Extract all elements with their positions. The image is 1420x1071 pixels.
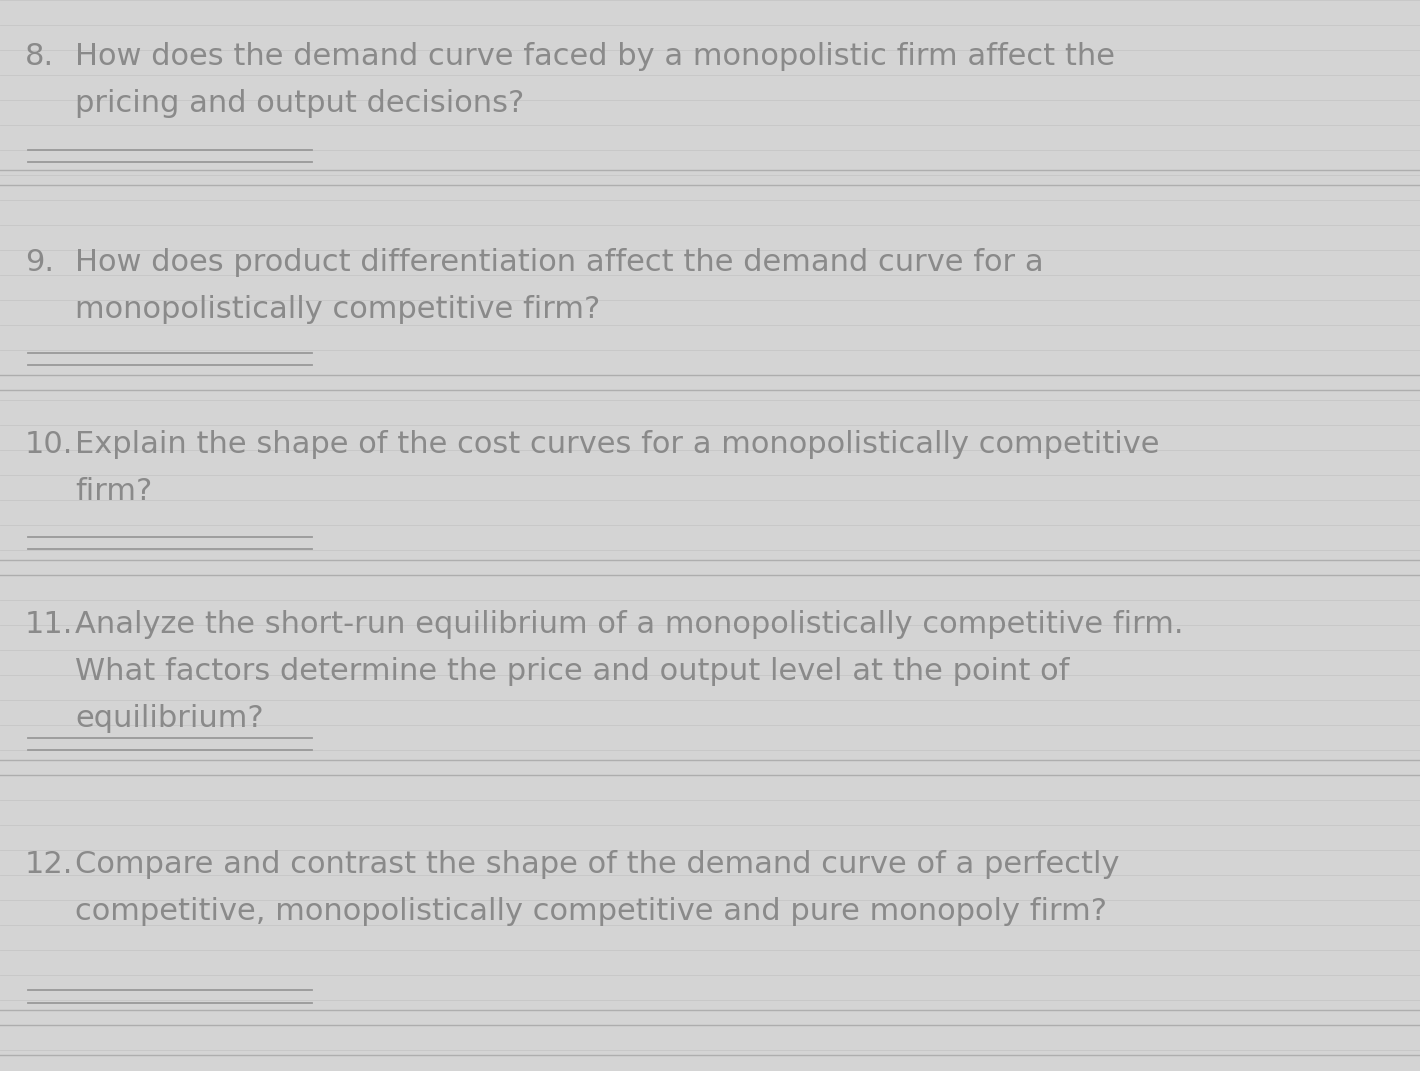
- Text: 12.: 12.: [26, 850, 74, 879]
- Text: monopolistically competitive firm?: monopolistically competitive firm?: [75, 295, 601, 325]
- Text: Analyze the short-run equilibrium of a monopolistically competitive firm.: Analyze the short-run equilibrium of a m…: [75, 610, 1183, 639]
- Text: firm?: firm?: [75, 477, 152, 506]
- Text: How does product differentiation affect the demand curve for a: How does product differentiation affect …: [75, 248, 1044, 277]
- Text: 11.: 11.: [26, 610, 74, 639]
- Text: 10.: 10.: [26, 429, 74, 459]
- Text: Explain the shape of the cost curves for a monopolistically competitive: Explain the shape of the cost curves for…: [75, 429, 1160, 459]
- Text: competitive, monopolistically competitive and pure monopoly firm?: competitive, monopolistically competitiv…: [75, 897, 1108, 926]
- Text: What factors determine the price and output level at the point of: What factors determine the price and out…: [75, 657, 1069, 687]
- Text: Compare and contrast the shape of the demand curve of a perfectly: Compare and contrast the shape of the de…: [75, 850, 1119, 879]
- Text: equilibrium?: equilibrium?: [75, 704, 264, 733]
- Text: 9.: 9.: [26, 248, 54, 277]
- Text: How does the demand curve faced by a monopolistic firm affect the: How does the demand curve faced by a mon…: [75, 42, 1115, 71]
- Text: pricing and output decisions?: pricing and output decisions?: [75, 89, 524, 118]
- Text: 8.: 8.: [26, 42, 54, 71]
